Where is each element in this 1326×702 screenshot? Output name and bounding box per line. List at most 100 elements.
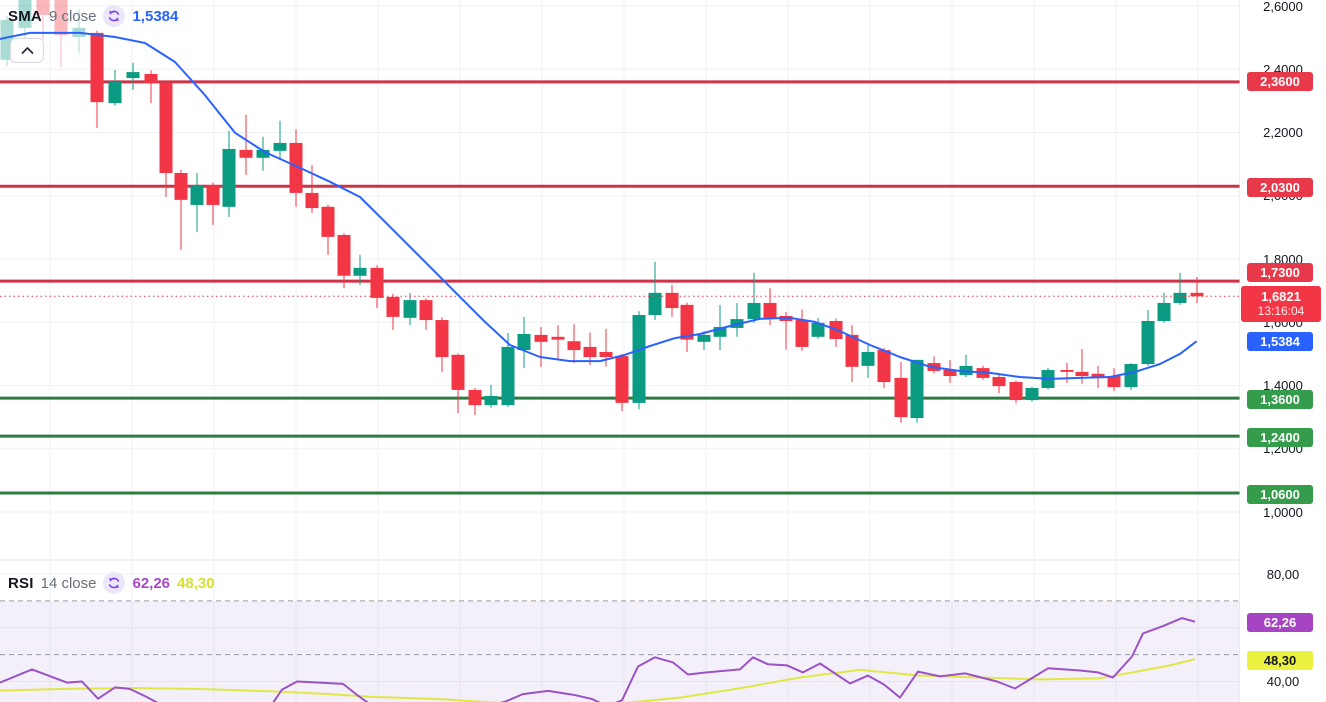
candle: [665, 284, 679, 317]
candle: [927, 356, 941, 374]
candle: [54, 0, 68, 68]
rsi-band: [0, 600, 1240, 702]
candle: [190, 172, 204, 232]
candle: [517, 316, 531, 369]
grid-layer: [0, 0, 1240, 702]
price-axis-label: 2,2000: [1263, 125, 1303, 140]
candle: [321, 204, 335, 255]
candle: [468, 388, 482, 415]
price-badge: 1,7300: [1247, 262, 1313, 282]
sma-line: [0, 31, 1197, 380]
candle: [894, 362, 908, 423]
candle: [795, 309, 809, 351]
candle: [239, 114, 253, 175]
sma-legend-value: 1,5384: [132, 7, 179, 25]
candle: [910, 359, 924, 423]
candle: [877, 348, 891, 389]
candles-layer: [0, 0, 1204, 423]
refresh-icon: [103, 5, 126, 27]
candle: [451, 353, 465, 414]
rsi-axis-label: 80,00: [1266, 566, 1300, 582]
current-price-badge: 1,6821 13:16:04: [1241, 286, 1321, 322]
price-badge: 62,26: [1247, 612, 1313, 632]
rsi-axis-label: 40,00: [1266, 674, 1300, 689]
candle: [386, 293, 400, 330]
candle: [484, 384, 498, 408]
candle: [1173, 272, 1187, 305]
rsi-legend-title: RSI: [8, 574, 34, 592]
sma-legend-params: 9 close: [48, 7, 97, 25]
candle: [992, 374, 1006, 394]
candle: [747, 272, 761, 323]
candle: [353, 254, 367, 285]
candle: [697, 331, 711, 351]
candle: [567, 324, 581, 364]
candle: [273, 120, 287, 160]
candle: [648, 261, 662, 321]
candle: [108, 69, 122, 106]
candle: [90, 30, 104, 129]
candle: [289, 129, 303, 207]
candle: [206, 182, 220, 225]
price-badge: 1,0600: [1247, 484, 1313, 504]
candle: [829, 318, 843, 347]
candle: [144, 70, 158, 104]
candle: [174, 169, 188, 250]
rsi-legend-params: 14 close: [40, 574, 97, 592]
candle: [1141, 309, 1155, 366]
rsi-legend[interactable]: RSI 14 close 62,26 48,30: [8, 572, 215, 594]
candle: [845, 325, 859, 383]
price-axis-label: 1,0000: [1263, 504, 1303, 520]
candle: [583, 332, 597, 365]
candle: [337, 233, 351, 289]
price-badge: 2,0300: [1247, 177, 1313, 197]
candle: [811, 317, 825, 339]
rsi-ma-legend-value: 48,30: [177, 574, 215, 592]
candle: [680, 302, 694, 352]
rsi-legend-value: 62,26: [132, 574, 171, 592]
price-badge: 48,30: [1247, 650, 1313, 670]
chevron-up-icon: [21, 46, 34, 55]
candle: [222, 130, 236, 217]
rsi-line: [0, 617, 1196, 702]
price-scale[interactable]: 2,60002,40002,20002,00001,80001,60001,40…: [1240, 0, 1326, 702]
candle: [632, 311, 646, 410]
candle: [730, 302, 744, 337]
candle: [551, 325, 565, 360]
candle: [403, 292, 417, 326]
candle: [943, 359, 957, 383]
candle: [1025, 386, 1039, 402]
candle: [126, 62, 140, 90]
candle: [1009, 380, 1023, 403]
candle: [861, 343, 875, 378]
candle: [1190, 277, 1204, 303]
candle: [1060, 363, 1074, 383]
candle: [370, 265, 384, 309]
price-badge: 1,2400: [1247, 427, 1313, 447]
price-badge: 1,5384: [1247, 331, 1313, 351]
price-badge: 2,3600: [1247, 71, 1313, 91]
pane-collapse-button[interactable]: [10, 38, 44, 63]
candle: [1157, 292, 1171, 323]
candle: [501, 333, 515, 407]
candle: [959, 354, 973, 377]
support-resistance-lines[interactable]: [0, 80, 1240, 495]
price-axis-label: 1,4000: [1263, 378, 1303, 393]
rsi-ma-line: [0, 658, 1196, 702]
candle: [713, 304, 727, 351]
candle: [256, 136, 270, 171]
candle: [419, 298, 433, 330]
sma-legend-title: SMA: [8, 7, 42, 25]
candle: [615, 353, 629, 412]
price-badge: 1,3600: [1247, 389, 1313, 409]
price-axis-label: 2,6000: [1263, 0, 1303, 14]
sma-legend[interactable]: SMA 9 close 1,5384: [8, 5, 178, 27]
candle: [1124, 363, 1138, 390]
candle: [1107, 368, 1121, 391]
candle: [159, 80, 173, 198]
refresh-icon: [103, 572, 126, 594]
candle: [435, 317, 449, 372]
candle: [534, 326, 548, 367]
